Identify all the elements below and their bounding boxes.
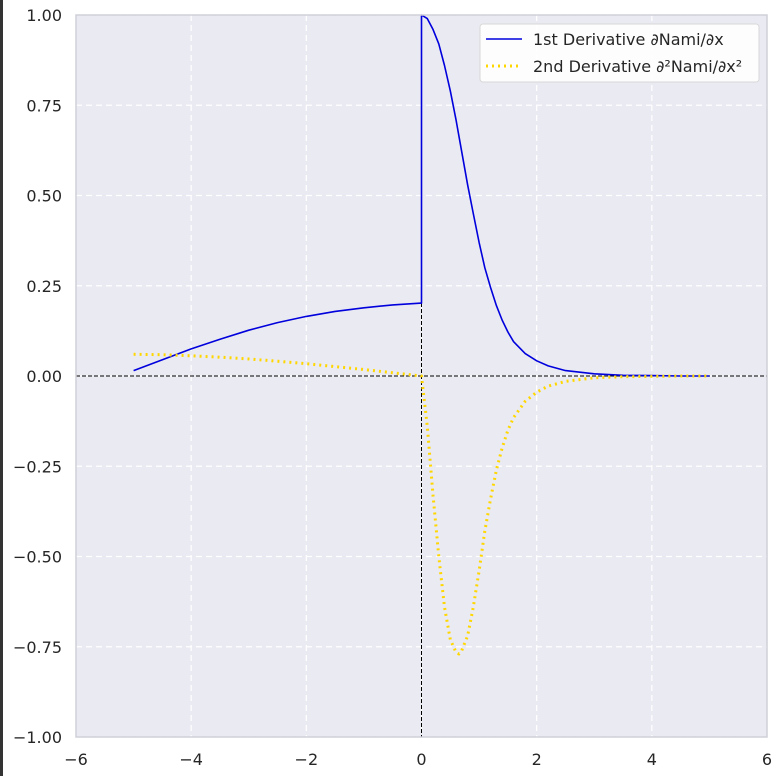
y-tick-label: 0.00: [26, 367, 62, 386]
x-tick-label: −2: [295, 750, 319, 769]
series-layer: [133, 14, 710, 656]
y-axis-ticks: −1.00 −0.75 −0.50 −0.25 0.00 0.25 0.50 0.75 1.00: [13, 6, 62, 747]
plot-frame: [75, 14, 768, 738]
x-tick-label: 2: [532, 750, 542, 769]
y-tick-label: −1.00: [13, 728, 62, 747]
legend-label-1: 1st Derivative ∂Nami/∂x: [533, 30, 724, 49]
y-tick-label: −0.75: [13, 638, 62, 657]
y-tick-label: −0.50: [13, 548, 62, 567]
legend-box: [479, 23, 760, 83]
x-tick-label: −4: [179, 750, 203, 769]
y-tick-label: −0.25: [13, 457, 62, 476]
x-tick-label: 0: [416, 750, 426, 769]
y-tick-label: 1.00: [26, 6, 62, 25]
y-tick-label: 0.50: [26, 187, 62, 206]
window-left-edge: [0, 0, 3, 776]
series-line-1: [133, 14, 710, 377]
legend-label-2: 2nd Derivative ∂²Nami/∂x²: [533, 57, 742, 76]
x-tick-label: −6: [64, 750, 88, 769]
x-axis-ticks: −6 −4 −2 0 2 4 6: [64, 750, 772, 769]
y-tick-label: 0.25: [26, 277, 62, 296]
legend: 1st Derivative ∂Nami/∂x 2nd Derivative ∂²…: [479, 23, 760, 83]
x-tick-label: 4: [647, 750, 657, 769]
y-tick-label: 0.75: [26, 96, 62, 115]
x-tick-label: 6: [762, 750, 772, 769]
